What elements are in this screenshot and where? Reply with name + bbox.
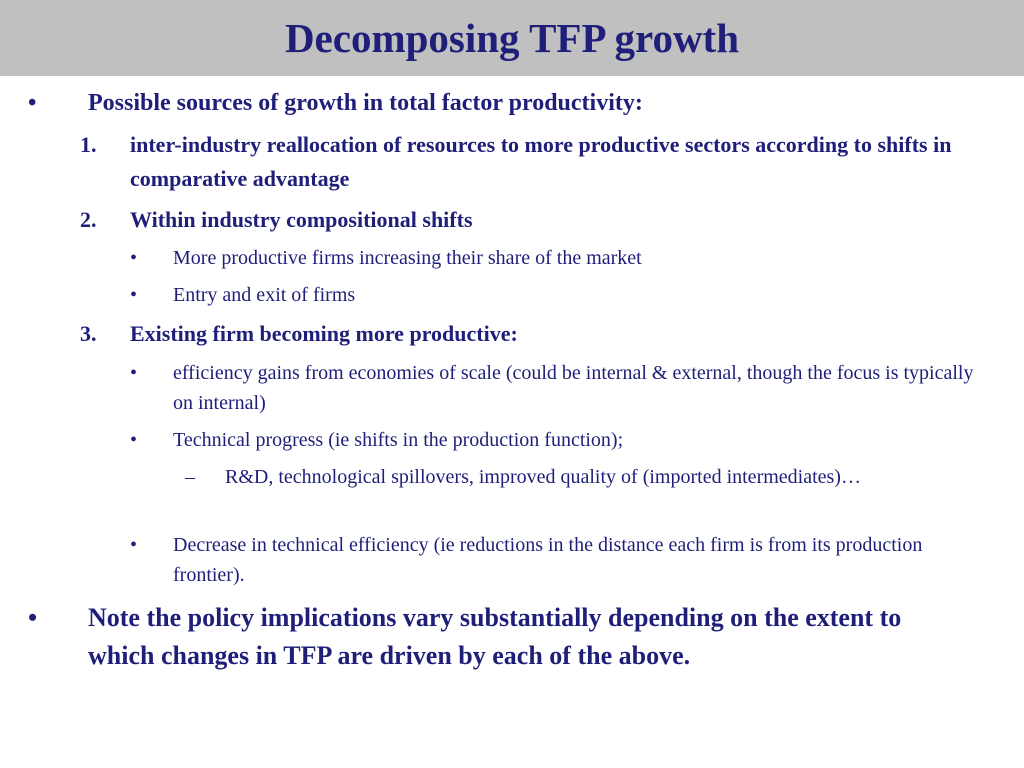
sub-sub-bullet-text: R&D, technological spillovers, improved …	[225, 466, 861, 488]
sub-bullet-marker: •	[130, 429, 138, 451]
sub-bullet-text: efficiency gains from economies of scale…	[173, 362, 974, 414]
bullet-marker: •	[28, 603, 38, 632]
sub-bullet-text: Decrease in technical efficiency (ie red…	[173, 534, 923, 586]
bullet-marker: •	[28, 90, 37, 116]
sub-bullet-text: More productive firms increasing their s…	[173, 247, 642, 269]
item-text: inter-industry reallocation of resources…	[130, 132, 952, 191]
sub-bullet-marker: •	[130, 534, 138, 556]
intro-text: Possible sources of growth in total fact…	[88, 90, 643, 116]
item-number: 3.	[80, 321, 97, 346]
item-number: 1.	[80, 132, 97, 157]
sub-bullet-marker: •	[130, 247, 138, 269]
item-text: Within industry compositional shifts	[130, 207, 473, 232]
title-bar	[0, 0, 1024, 76]
sub-bullet-marker: •	[130, 362, 138, 384]
sub-bullet-text: Entry and exit of firms	[173, 284, 356, 306]
dash-marker: –	[185, 466, 195, 488]
sub-bullet-marker: •	[130, 284, 138, 306]
item-number: 2.	[80, 207, 97, 232]
note-text: Note the policy implications vary substa…	[88, 603, 902, 670]
item-text: Existing firm becoming more productive:	[130, 321, 518, 346]
sub-bullet-text: Technical progress (ie shifts in the pro…	[173, 429, 624, 451]
slide-title: Decomposing TFP growth	[284, 15, 740, 61]
